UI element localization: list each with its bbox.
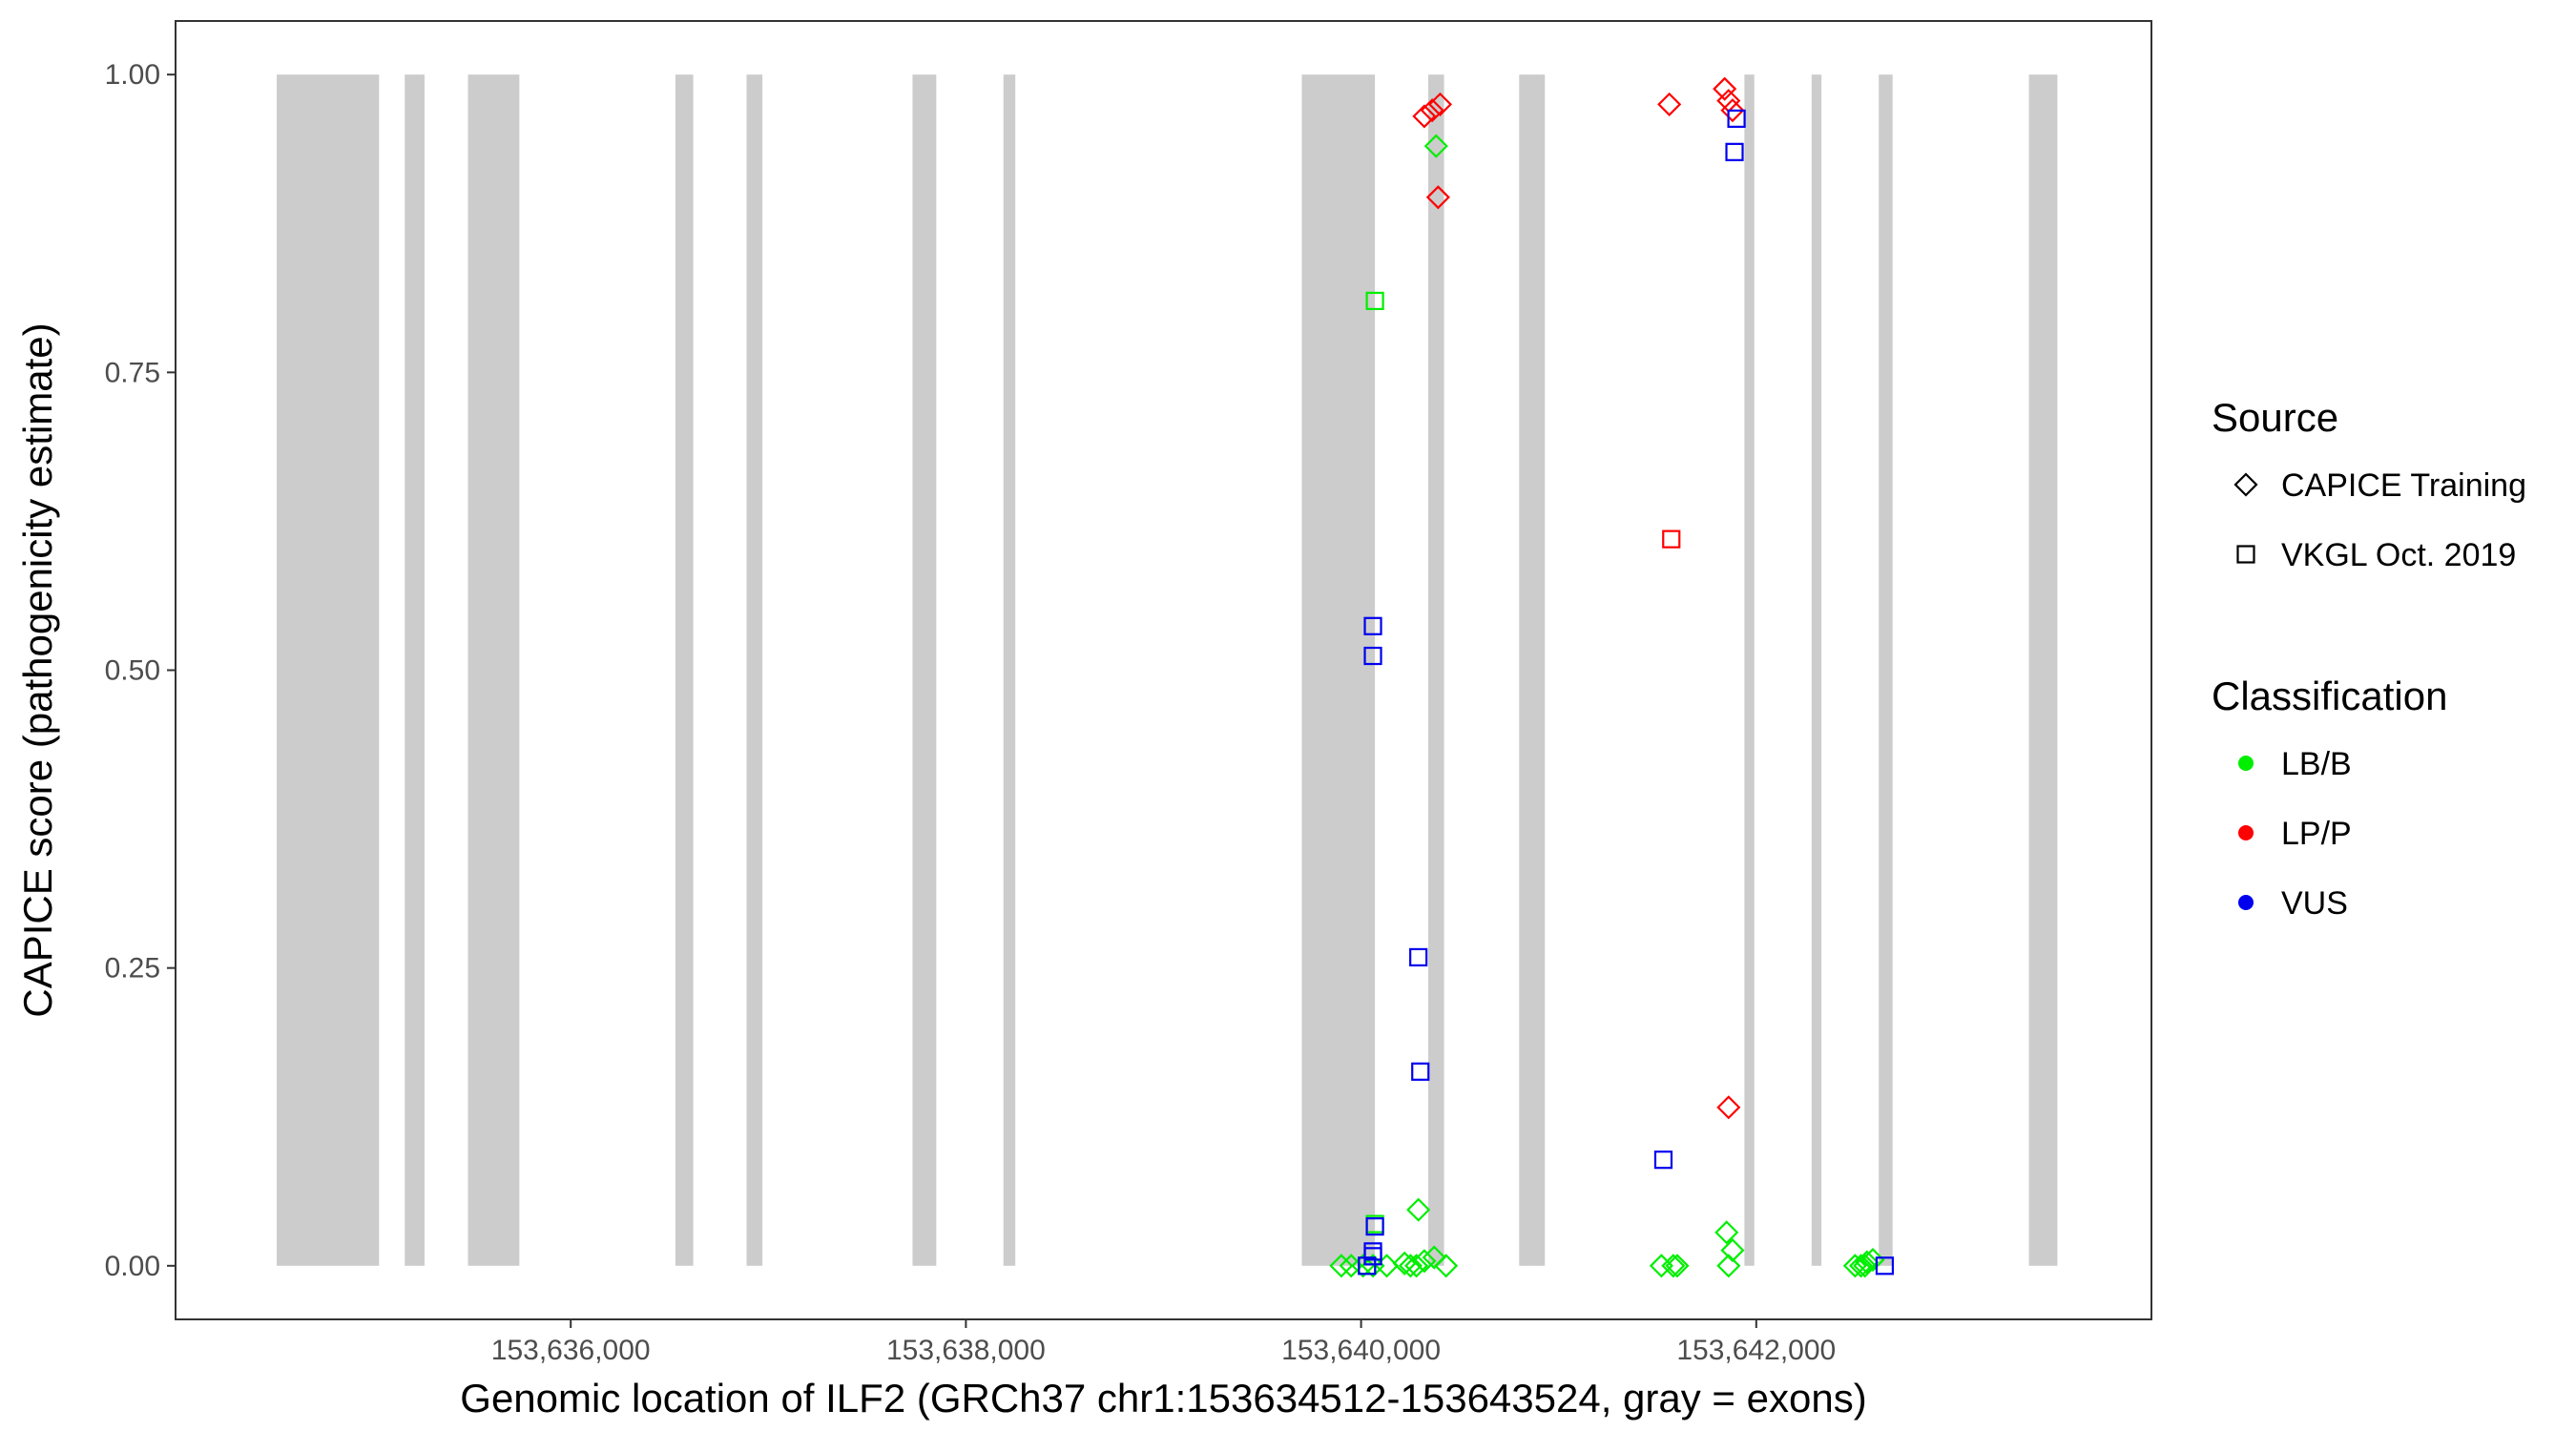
- legend-key-diamond: [2233, 472, 2258, 497]
- data-point-square: [1409, 947, 1428, 967]
- data-point-diamond: [1665, 1254, 1690, 1278]
- data-point-diamond: [1351, 1254, 1376, 1278]
- legend-key-dot: [2238, 895, 2254, 910]
- legend-classification-title: Classification: [2212, 674, 2447, 718]
- exon-bar: [405, 74, 425, 1266]
- data-point-diamond: [1404, 1254, 1429, 1278]
- data-point-diamond: [1714, 1220, 1739, 1245]
- x-tick-label: 153,636,000: [491, 1335, 651, 1366]
- data-point-diamond: [1842, 1254, 1867, 1278]
- data-point-diamond: [1853, 1254, 1878, 1278]
- legend-classification-label: LP/P: [2281, 816, 2352, 852]
- data-point-square: [1875, 1256, 1895, 1275]
- data-point-diamond: [1716, 1254, 1741, 1278]
- x-axis-title: Genomic location of ILF2 (GRCh37 chr1:15…: [460, 1376, 1866, 1421]
- exon-bar: [746, 74, 763, 1266]
- data-point-diamond: [1423, 134, 1448, 158]
- exon-bar: [1428, 74, 1444, 1266]
- data-point-square: [1365, 1217, 1384, 1236]
- legend-source-items: CAPICE Training VKGL Oct. 2019: [2233, 467, 2526, 573]
- exon-bar: [675, 74, 694, 1266]
- exon-bar: [912, 74, 937, 1266]
- data-point-diamond: [1422, 1245, 1446, 1270]
- y-tick-label: 1.00: [105, 59, 160, 91]
- exon-bar: [1519, 74, 1546, 1266]
- data-point-square: [1653, 1151, 1673, 1170]
- data-point-square: [1725, 142, 1744, 161]
- legend: Source CAPICE Training VKGL Oct. 2019 Cla…: [2212, 395, 2526, 922]
- data-point-diamond: [1849, 1254, 1874, 1278]
- y-tick-label: 0.00: [105, 1251, 160, 1282]
- legend-classification-label: LB/B: [2281, 746, 2352, 782]
- data-point-square: [1365, 291, 1384, 311]
- data-point-diamond: [1412, 104, 1437, 129]
- exon-bar: [2028, 74, 2058, 1266]
- x-tick-label: 153,642,000: [1676, 1335, 1836, 1366]
- data-point-diamond: [1657, 92, 1682, 116]
- data-point-diamond: [1661, 1254, 1686, 1278]
- exon-bar: [1003, 74, 1016, 1266]
- data-point-square: [1363, 646, 1382, 666]
- legend-key-square: [2236, 545, 2255, 564]
- data-point-diamond: [1398, 1254, 1423, 1278]
- x-tick-label: 153,638,000: [886, 1335, 1046, 1366]
- y-tick-label: 0.75: [105, 357, 160, 388]
- data-point-diamond: [1427, 92, 1452, 116]
- exon-bar: [467, 74, 520, 1266]
- legend-source-label: VKGL Oct. 2019: [2281, 537, 2516, 573]
- legend-key-dot: [2238, 756, 2254, 771]
- data-point-square: [1358, 1256, 1377, 1275]
- legend-key-dot: [2238, 825, 2254, 840]
- exon-bar: [1301, 74, 1376, 1266]
- data-point-square: [1411, 1062, 1430, 1081]
- data-point-diamond: [1406, 1197, 1431, 1222]
- data-point-diamond: [1412, 1249, 1437, 1274]
- y-tick-label: 0.25: [105, 953, 160, 985]
- data-point-square: [1363, 1247, 1382, 1266]
- data-point-diamond: [1713, 76, 1737, 101]
- data-point-diamond: [1720, 98, 1745, 123]
- y-axis: 0.00 0.25 0.50 0.75 1.00: [105, 59, 176, 1282]
- data-point-diamond: [1420, 98, 1444, 123]
- data-point-diamond: [1649, 1254, 1673, 1278]
- exon-layer: [277, 74, 2058, 1266]
- x-axis: 153,636,000 153,638,000 153,640,000 153,642…: [491, 1319, 1836, 1366]
- exon-bar: [277, 74, 380, 1266]
- data-point-diamond: [1434, 1254, 1459, 1278]
- y-axis-title: CAPICE score (pathogenicity estimate): [15, 322, 60, 1017]
- data-point-square: [1363, 616, 1382, 635]
- data-point-square: [1662, 529, 1681, 549]
- exon-bar: [1879, 74, 1893, 1266]
- point-layer: [1329, 76, 1895, 1278]
- legend-source-title: Source: [2212, 395, 2338, 440]
- exon-bar: [1811, 74, 1822, 1266]
- legend-classification-items: LB/B LP/P VUS: [2238, 746, 2352, 922]
- x-tick-label: 153,640,000: [1281, 1335, 1441, 1366]
- legend-classification-label: VUS: [2281, 885, 2348, 922]
- data-point-diamond: [1855, 1250, 1880, 1275]
- data-point-diamond: [1716, 1095, 1741, 1120]
- y-tick-label: 0.50: [105, 655, 160, 687]
- data-point-diamond: [1329, 1254, 1354, 1278]
- data-point-diamond: [1425, 185, 1450, 210]
- data-point-diamond: [1720, 1238, 1745, 1263]
- exon-bar: [1744, 74, 1755, 1266]
- data-point-square: [1727, 109, 1746, 128]
- legend-source-label: CAPICE Training: [2281, 467, 2526, 504]
